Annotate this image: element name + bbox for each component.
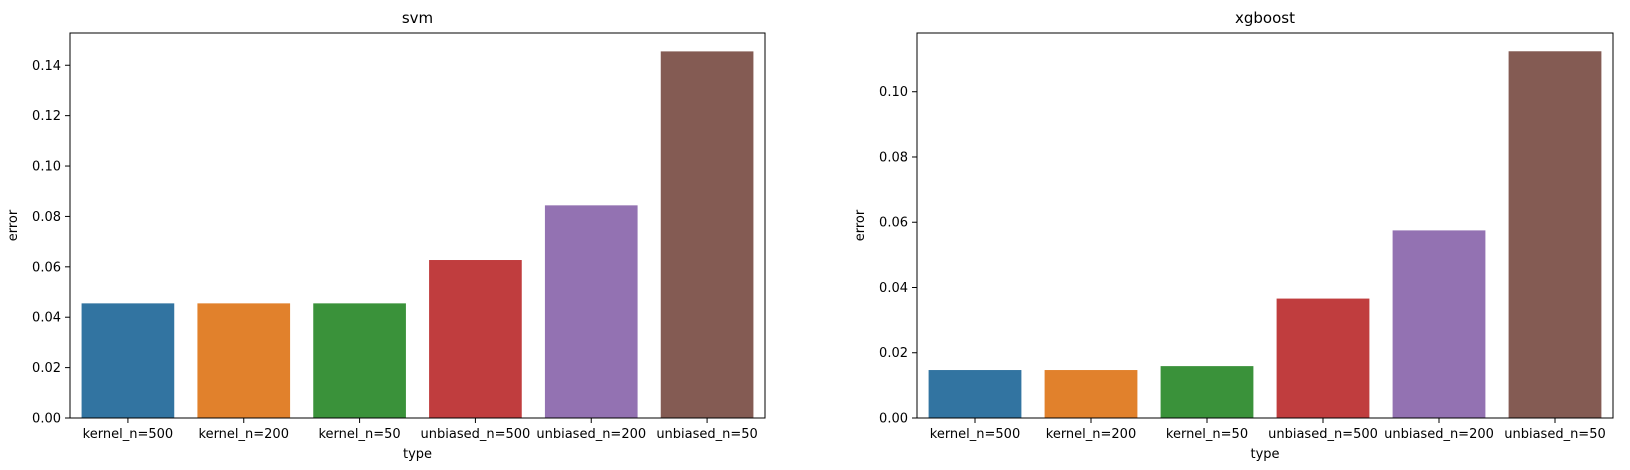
x-tick-label: unbiased_n=500 bbox=[1268, 427, 1378, 442]
chart-title: xgboost bbox=[1235, 9, 1295, 27]
x-tick-label: unbiased_n=200 bbox=[1384, 427, 1494, 442]
y-tick-label: 0.14 bbox=[32, 59, 61, 74]
y-tick-label: 0.10 bbox=[32, 160, 61, 175]
x-tick-label: kernel_n=200 bbox=[199, 427, 289, 442]
chart-title: svm bbox=[402, 9, 433, 27]
bar-1 bbox=[1044, 370, 1138, 418]
chart-panel-1: 0.00 0.02 0.04 0.06 0.08 0.10 kernel_n=500 kern… bbox=[853, 9, 1614, 462]
x-tick-label: kernel_n=50 bbox=[318, 427, 400, 442]
y-tick-label: 0.10 bbox=[879, 85, 908, 100]
y-tick-label: 0.06 bbox=[32, 260, 61, 275]
x-tick-label: kernel_n=500 bbox=[930, 427, 1020, 442]
bar-2 bbox=[1160, 366, 1254, 418]
x-tick-label: unbiased_n=50 bbox=[1504, 427, 1606, 442]
y-tick-label: 0.06 bbox=[879, 216, 908, 231]
y-axis-label: error bbox=[853, 209, 868, 241]
axes-frame bbox=[69, 32, 766, 419]
x-tick-label: kernel_n=500 bbox=[83, 427, 173, 442]
bar-5 bbox=[1508, 51, 1602, 419]
x-axis-label: type bbox=[1250, 447, 1279, 462]
y-tick-label: 0.00 bbox=[879, 412, 908, 427]
x-tick-label: kernel_n=50 bbox=[1166, 427, 1248, 442]
y-tick-label: 0.02 bbox=[32, 361, 61, 376]
bar-1 bbox=[197, 303, 291, 418]
chart-panel-0: 0.00 0.02 0.04 0.06 0.08 0.10 0.12 0.14 kernel_n… bbox=[6, 9, 766, 462]
y-tick-label: 0.00 bbox=[32, 412, 61, 427]
bar-3 bbox=[1276, 298, 1370, 418]
y-tick-label: 0.12 bbox=[32, 109, 61, 124]
bar-4 bbox=[544, 205, 638, 418]
y-tick-label: 0.04 bbox=[32, 311, 61, 326]
x-tick-label: unbiased_n=50 bbox=[656, 427, 758, 442]
x-tick-label: unbiased_n=500 bbox=[421, 427, 531, 442]
x-axis-label: type bbox=[403, 447, 432, 462]
y-tick-label: 0.04 bbox=[879, 281, 908, 296]
y-tick-label: 0.08 bbox=[32, 210, 61, 225]
bar-0 bbox=[81, 303, 175, 418]
y-tick-label: 0.08 bbox=[879, 150, 908, 165]
bar-5 bbox=[660, 51, 754, 418]
x-tick-label: unbiased_n=200 bbox=[536, 427, 646, 442]
bar-0 bbox=[928, 370, 1022, 418]
bar-3 bbox=[429, 260, 522, 418]
y-axis-label: error bbox=[6, 209, 21, 241]
axes-frame bbox=[916, 32, 1614, 419]
x-tick-label: kernel_n=200 bbox=[1046, 427, 1136, 442]
y-tick-label: 0.02 bbox=[879, 346, 908, 361]
bar-2 bbox=[313, 303, 406, 418]
bar-4 bbox=[1392, 230, 1486, 418]
